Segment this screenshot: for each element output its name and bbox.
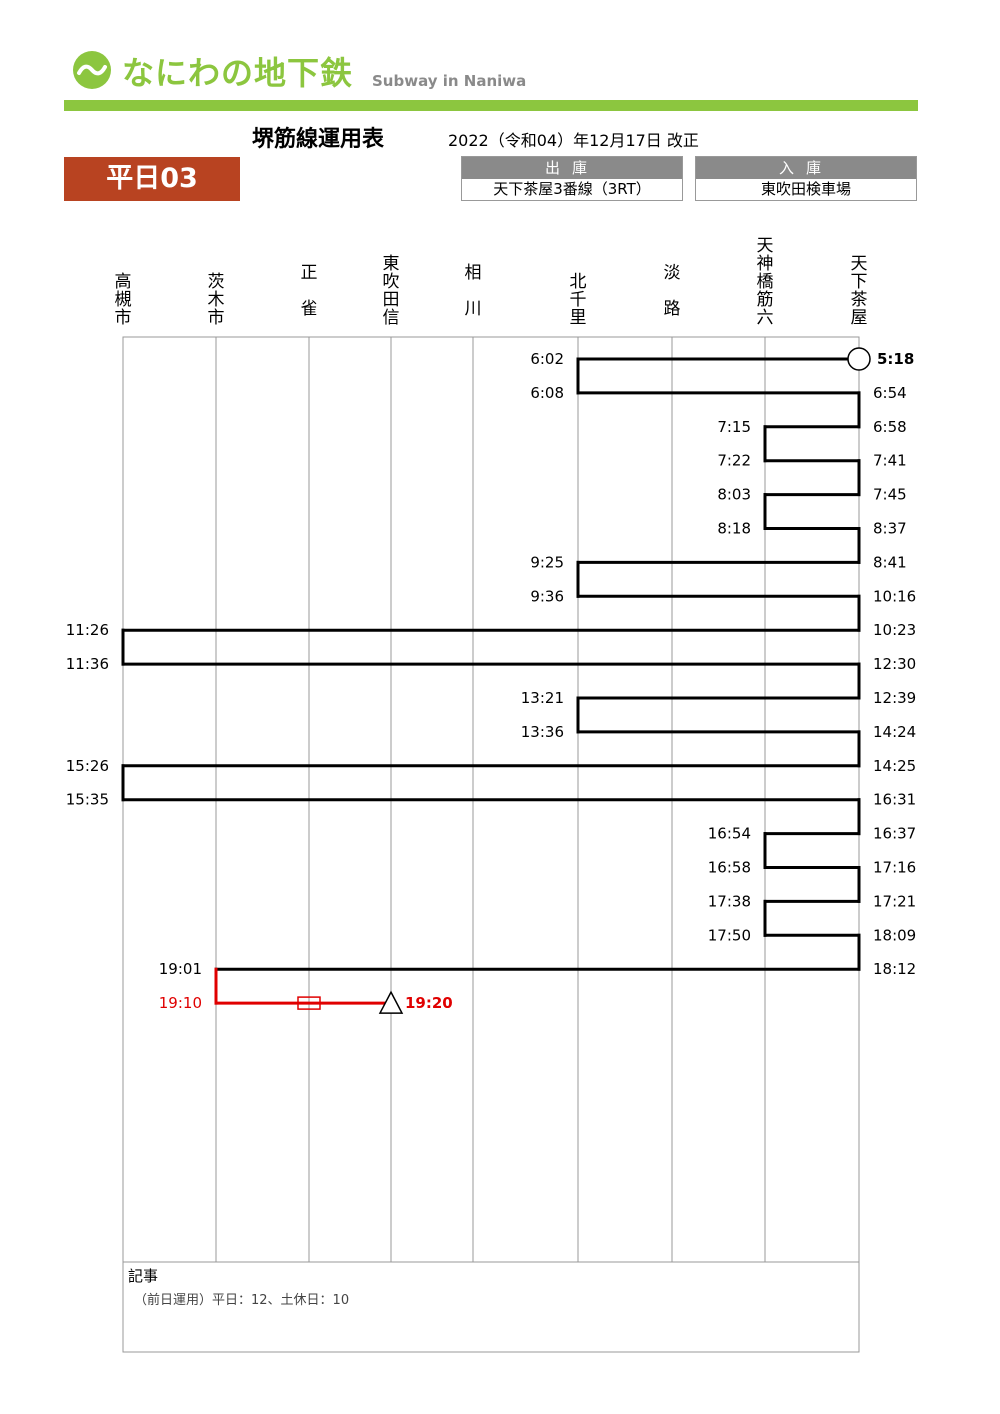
time-label-arr: 14:24	[873, 723, 916, 741]
time-label-dep: 6:08	[530, 384, 564, 402]
time-label-arr: 7:15	[717, 418, 751, 436]
time-label-arr: 17:16	[873, 859, 916, 877]
header-rule	[64, 100, 918, 111]
time-label-arr: 16:54	[708, 825, 751, 843]
time-label-dep: 13:36	[521, 723, 564, 741]
time-label-arr: 19:20	[405, 994, 453, 1012]
time-label-arr: 11:26	[66, 621, 109, 639]
time-label-dep: 17:50	[708, 926, 751, 944]
logo-subtitle: Subway in Naniwa	[372, 72, 527, 90]
time-label-arr: 13:21	[521, 689, 564, 707]
time-label-dep: 7:45	[873, 486, 907, 504]
time-label-dep: 8:18	[717, 520, 751, 538]
time-label-dep: 14:25	[873, 757, 916, 775]
logo-wave-icon	[73, 51, 111, 89]
station-header-higashisuita: 東吹田信	[382, 254, 400, 328]
run-badge: 平日03	[64, 157, 240, 201]
time-label-dep: 8:41	[873, 553, 907, 571]
time-label-arr: 16:31	[873, 791, 916, 809]
time-label-arr: 12:30	[873, 655, 916, 673]
diagram-frame	[122, 336, 860, 1353]
station-header-awaji: 淡路	[663, 263, 681, 319]
time-label-arr: 9:25	[530, 553, 564, 571]
end-triangle-marker	[378, 990, 404, 1014]
arrive-label: 入庫	[696, 157, 916, 179]
start-circle-marker	[847, 347, 871, 371]
time-label-dep: 5:18	[877, 350, 914, 368]
depart-label: 出庫	[462, 157, 682, 179]
time-label-dep: 9:36	[530, 587, 564, 605]
arrive-box: 入庫 東吹田検車場	[695, 156, 917, 201]
time-label-arr: 18:09	[873, 926, 916, 944]
notes-text: （前日運用）平日：12、土休日：10	[134, 1293, 350, 1308]
time-label-dep: 12:39	[873, 689, 916, 707]
notes-title: 記事	[128, 1267, 159, 1285]
station-header-aikawa: 相川	[464, 263, 482, 319]
station-header-takatsuki: 高槻市	[114, 272, 132, 328]
time-label-arr: 10:16	[873, 587, 916, 605]
time-label-dep: 19:10	[159, 994, 202, 1012]
time-label-dep: 6:58	[873, 418, 907, 436]
depart-box: 出庫 天下茶屋3番線（3RT）	[461, 156, 683, 201]
time-label-arr: 6:54	[873, 384, 907, 402]
time-label-arr: 17:38	[708, 892, 751, 910]
revision-date: 2022（令和04）年12月17日 改正	[448, 131, 699, 150]
arrive-value: 東吹田検車場	[760, 180, 851, 198]
time-label-arr: 19:01	[159, 960, 202, 978]
time-label-arr: 6:02	[530, 350, 564, 368]
time-label-arr: 7:41	[873, 452, 907, 470]
logo-title: なにわの地下鉄	[122, 54, 354, 92]
time-label-dep: 7:22	[717, 452, 751, 470]
station-header-tengachaya: 天下茶屋	[850, 254, 868, 328]
time-label-arr: 8:37	[873, 520, 907, 538]
time-label-dep: 10:23	[873, 621, 916, 639]
time-label-arr: 8:03	[717, 486, 751, 504]
time-label-dep: 16:58	[708, 859, 751, 877]
station-header-shojaku: 正雀	[300, 263, 318, 319]
page-title: 堺筋線運用表	[252, 127, 385, 152]
time-label-arr: 15:26	[66, 757, 109, 775]
time-label-dep: 16:37	[873, 825, 916, 843]
station-header-tenroku: 天神橋筋六	[756, 236, 774, 328]
time-label-dep: 11:36	[66, 655, 109, 673]
time-label-dep: 17:21	[873, 892, 916, 910]
station-header-kitasenri: 北千里	[569, 272, 587, 328]
depart-value: 天下茶屋3番線（3RT）	[493, 180, 651, 198]
time-label-dep: 18:12	[873, 960, 916, 978]
time-label-dep: 15:35	[66, 791, 109, 809]
station-header-ibaraki: 茨木市	[207, 272, 225, 328]
